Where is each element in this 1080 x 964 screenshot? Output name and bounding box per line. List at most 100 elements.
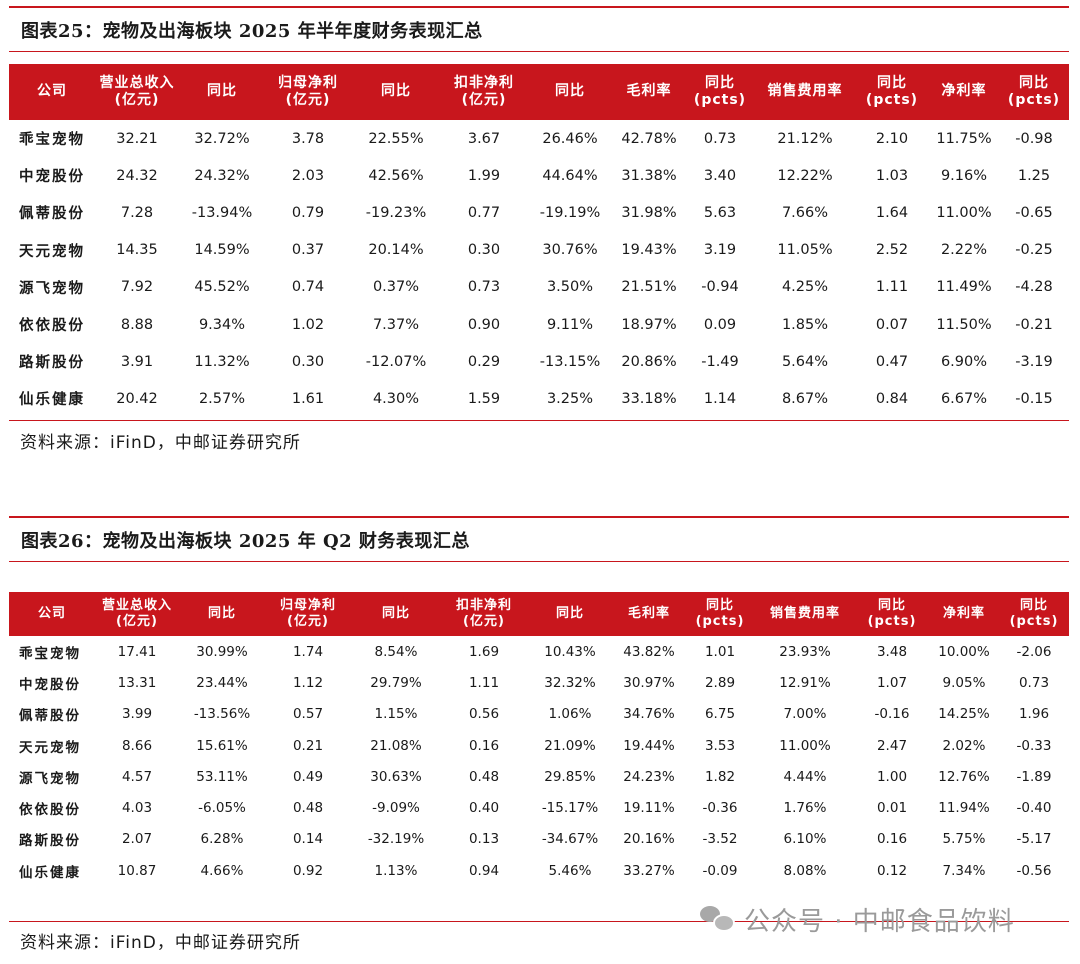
table-cell: -13.15% <box>539 353 601 370</box>
table-cell: 8.67% <box>781 390 829 407</box>
table-cell: 3.53 <box>704 737 736 754</box>
column-header: 毛利率 <box>613 64 685 120</box>
table-25: 公司 营业总收入 (亿元) 同比 归母净利 (亿元) 同比 扣非净利 (亿元) 同比 毛利率 同比 (p… <box>9 64 1069 418</box>
table-cell: 0.90 <box>467 316 501 333</box>
table-26-bottom-rule <box>9 921 1069 922</box>
table-cell: 1.25 <box>1017 167 1051 184</box>
table-cell: 0.07 <box>875 316 909 333</box>
table-cell: 0.37% <box>372 279 420 296</box>
table-cell: -0.33 <box>1016 737 1052 754</box>
column-header: 营业总收入 (亿元) <box>95 64 179 120</box>
table-cell: 3.40 <box>703 167 737 184</box>
table-cell: 30.63% <box>370 768 422 785</box>
column-header: 营业总收入 (亿元) <box>95 592 179 636</box>
table-cell: 0.73 <box>467 279 501 296</box>
table-26-source: 资料来源：iFinD，中邮证券研究所 <box>20 933 301 953</box>
column-header: 归母净利 (亿元) <box>265 64 351 120</box>
table-cell: 0.77 <box>467 204 501 221</box>
table-cell: 0.30 <box>467 242 501 259</box>
table-cell: 6.10% <box>783 831 827 848</box>
table-26-title: 图表26：宠物及出海板块 2025 年 Q2 财务表现汇总 <box>21 530 470 552</box>
table-cell: 20.86% <box>621 353 677 370</box>
column-header: 净利率 <box>929 64 999 120</box>
watermark: 公众号 · 中邮食品饮料 <box>700 901 1015 937</box>
table-cell: -32.19% <box>367 831 425 848</box>
table-cell: 24.32% <box>194 167 250 184</box>
table-cell: -5.17 <box>1016 831 1052 848</box>
table-25-title-bar: 图表25：宠物及出海板块 2025 年半年度财务表现汇总 <box>9 6 1069 52</box>
table-cell: 2.22% <box>940 242 988 259</box>
table-cell: 9.11% <box>546 316 594 333</box>
table-cell: -2.06 <box>1016 643 1052 660</box>
table-cell: 4.44% <box>783 768 827 785</box>
column-header: 同比 <box>527 592 613 636</box>
table-row: 乖宝宠物 32.21 32.72% 3.78 22.55% 3.67 26.46% 42.78… <box>9 120 1069 157</box>
table-cell: 1.74 <box>292 643 324 660</box>
table-cell: 1.99 <box>467 167 501 184</box>
company-cell: 路斯股份 <box>19 355 85 372</box>
table-cell: 22.55% <box>368 130 424 147</box>
column-header: 同比 <box>527 64 613 120</box>
table-cell: -0.09 <box>702 862 738 879</box>
table-cell: -0.56 <box>1016 862 1052 879</box>
table-cell: 5.63 <box>703 204 737 221</box>
table-cell: 24.32 <box>116 167 158 184</box>
column-header: 毛利率 <box>613 592 685 636</box>
company-cell: 仙乐健康 <box>19 864 81 881</box>
table-25-bottom-rule <box>9 420 1069 421</box>
table-cell: 5.75% <box>942 831 986 848</box>
column-header: 扣非净利 (亿元) <box>441 592 527 636</box>
table-cell: -3.19 <box>1015 353 1053 370</box>
table-cell: 9.34% <box>198 316 246 333</box>
table-cell: 1.96 <box>1018 706 1050 723</box>
table-cell: 0.09 <box>703 316 737 333</box>
table-cell: 3.48 <box>876 643 908 660</box>
table-header-row: 公司 营业总收入 (亿元) 同比 归母净利 (亿元) 同比 扣非净利 (亿元) 同比 毛利率 同比 (p… <box>9 64 1069 120</box>
table-cell: 0.48 <box>292 800 324 817</box>
table-cell: 2.57% <box>198 390 246 407</box>
table-cell: 26.46% <box>542 130 598 147</box>
table-cell: 0.92 <box>292 862 324 879</box>
table-cell: 42.78% <box>621 130 677 147</box>
company-cell: 中宠股份 <box>19 169 85 186</box>
table-cell: -0.40 <box>1016 800 1052 817</box>
table-cell: 21.09% <box>544 737 596 754</box>
table-cell: 0.49 <box>292 768 324 785</box>
table-cell: 11.94% <box>938 800 990 817</box>
table-row: 天元宠物 8.66 15.61% 0.21 21.08% 0.16 21.09% 19.44%… <box>9 730 1069 761</box>
table-cell: 15.61% <box>196 737 248 754</box>
table-cell: 0.84 <box>875 390 909 407</box>
table-cell: 20.16% <box>623 831 675 848</box>
table-cell: 0.73 <box>703 130 737 147</box>
table-cell: 9.16% <box>940 167 988 184</box>
table-cell: 23.44% <box>196 674 248 691</box>
table-cell: -19.19% <box>539 204 601 221</box>
table-cell: 12.76% <box>938 768 990 785</box>
table-26: 公司 营业总收入 (亿元) 同比 归母净利 (亿元) 同比 扣非净利 (亿元) 同比 毛利率 同比 (p… <box>9 592 1069 886</box>
table-row: 源飞宠物 7.92 45.52% 0.74 0.37% 0.73 3.50% 21.51% -0… <box>9 269 1069 306</box>
table-row: 依依股份 8.88 9.34% 1.02 7.37% 0.90 9.11% 18.97% 0.0… <box>9 306 1069 343</box>
table-cell: 30.76% <box>542 242 598 259</box>
table-cell: 3.50% <box>546 279 594 296</box>
table-cell: 0.29 <box>467 353 501 370</box>
table-cell: 7.66% <box>781 204 829 221</box>
table-cell: 4.03 <box>121 800 153 817</box>
table-cell: 8.54% <box>374 643 418 660</box>
table-cell: 3.19 <box>703 242 737 259</box>
table-cell: 1.61 <box>291 390 325 407</box>
table-cell: 1.11 <box>468 674 500 691</box>
table-cell: 3.78 <box>291 130 325 147</box>
table-row: 依依股份 4.03 -6.05% 0.48 -9.09% 0.40 -15.17% 19.11… <box>9 792 1069 823</box>
table-cell: 19.11% <box>623 800 675 817</box>
table-cell: 53.11% <box>196 768 248 785</box>
table-cell: 0.94 <box>468 862 500 879</box>
company-cell: 乖宝宠物 <box>19 132 85 149</box>
column-header: 归母净利 (亿元) <box>265 592 351 636</box>
table-cell: 42.56% <box>368 167 424 184</box>
table-cell: 4.25% <box>781 279 829 296</box>
table-cell: 21.12% <box>777 130 833 147</box>
table-cell: -0.94 <box>701 279 739 296</box>
company-cell: 依依股份 <box>19 318 85 335</box>
column-header: 公司 <box>9 592 95 636</box>
table-cell: 0.16 <box>876 831 908 848</box>
